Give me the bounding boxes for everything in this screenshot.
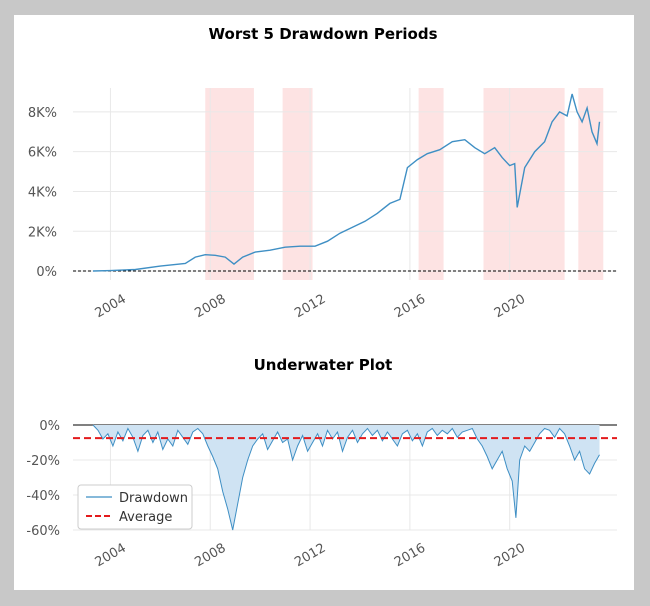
underwater-chart: Underwater Plot 0%-20%-40%-60% 2004 2008 2… — [26, 356, 617, 570]
chart1-shade-1 — [205, 88, 254, 280]
chart1-shade-4 — [483, 88, 565, 280]
legend-drawdown-label: Drawdown — [119, 491, 188, 506]
chart2-drawdown-line — [92, 424, 600, 531]
chart1-returns-line — [92, 93, 601, 272]
chart2-legend: Drawdown Average — [77, 484, 193, 530]
chart1-x-tick-label: 2016 — [392, 292, 428, 322]
chart1-title: Worst 5 Drawdown Periods — [209, 25, 438, 43]
chart2-y-tick-label: -40% — [26, 489, 60, 504]
chart2-title: Underwater Plot — [254, 356, 393, 374]
chart2-x-ticks: 2004 2008 2012 2016 2020 — [93, 541, 528, 571]
chart2-x-tick-label: 2012 — [292, 541, 328, 571]
chart2-y-tick-label: -20% — [26, 454, 60, 469]
chart2-y-tick-label: -60% — [26, 524, 60, 539]
chart1-x-tick-label: 2004 — [93, 292, 129, 322]
chart1-y-tick-label: 4K% — [28, 185, 57, 200]
legend-box — [77, 484, 193, 530]
chart1-y-tick-label: 8K% — [28, 106, 57, 121]
chart1-x-tick-label: 2012 — [292, 292, 328, 322]
chart2-x-tick-label: 2016 — [392, 541, 428, 571]
figure-panel: Worst 5 Drawdown Periods 0% 2K% 4K% 6K% 8K% … — [14, 15, 634, 590]
chart1-y-tick-label: 0% — [36, 265, 57, 280]
chart1-shade-5 — [578, 88, 604, 280]
chart1-y-tick-label: 2K% — [28, 225, 57, 240]
figure-svg: Worst 5 Drawdown Periods 0%2K%4K%6K%8K% … — [26, 25, 617, 570]
chart1-x-ticks: 2004 2008 2012 2016 2020 — [93, 292, 528, 322]
chart1-x-tick-label: 2008 — [192, 292, 228, 322]
chart1-y-ticks: 0% 2K% 4K% 6K% 8K% — [28, 106, 57, 280]
chart1-shaded-periods — [205, 88, 604, 280]
drawdown-periods-chart: Worst 5 Drawdown Periods 0%2K%4K%6K%8K% … — [28, 25, 617, 321]
chart2-y-tick-label: 0% — [39, 419, 60, 434]
chart2-x-tick-label: 2008 — [192, 541, 228, 571]
legend-average-label: Average — [119, 510, 172, 525]
chart2-x-tick-label: 2004 — [93, 541, 129, 571]
chart1-shade-3 — [418, 88, 444, 280]
chart1-x-tick-label: 2020 — [492, 292, 528, 322]
chart2-drawdown-area — [93, 425, 600, 530]
chart1-shade-2 — [282, 88, 313, 280]
chart2-x-tick-label: 2020 — [492, 541, 528, 571]
chart1-y-tick-label: 6K% — [28, 146, 57, 161]
chart2-y-ticks: 0% -20% -40% -60% — [26, 419, 60, 539]
